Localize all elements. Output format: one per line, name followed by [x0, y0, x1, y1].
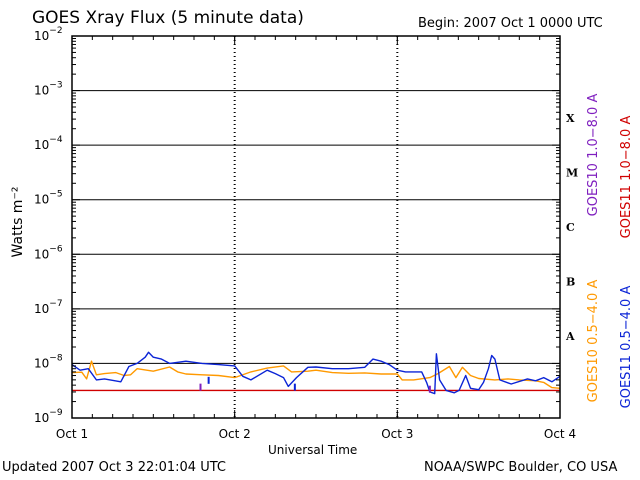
y-tick-base: 10: [34, 411, 49, 425]
legend-goes10-long: GOES10 1.0−8.0 A: [586, 94, 601, 217]
legend-goes10-short: GOES10 0.5−4.0 A: [586, 280, 601, 403]
y-tick-label: 10−2: [34, 26, 63, 43]
x-tick-label: Oct 3: [381, 427, 413, 441]
x-tick-label: Oct 2: [219, 427, 251, 441]
grid-lines: [72, 36, 560, 418]
flare-class-b: B: [566, 276, 575, 289]
y-tick-exponent: −5: [49, 190, 62, 200]
chart-title: GOES Xray Flux (5 minute data): [32, 8, 304, 28]
y-tick-base: 10: [34, 138, 49, 152]
credit-label: NOAA/SWPC Boulder, CO USA: [424, 460, 618, 475]
y-tick-exponent: −2: [49, 26, 62, 36]
y-tick-label: 10−8: [34, 353, 63, 370]
x-tick-labels: Oct 1 Oct 2 Oct 3 Oct 4: [56, 427, 576, 441]
legend-goes11-long: GOES11 1.0−8.0 A: [619, 116, 634, 239]
data-marker-2: [199, 383, 202, 391]
y-tick-base: 10: [34, 302, 49, 316]
plot-frame: [71, 35, 561, 419]
updated-timestamp: Updated 2007 Oct 3 22:01:04 UTC: [2, 460, 226, 475]
data-marker-1: [293, 383, 296, 391]
y-tick-exponent: −4: [49, 135, 63, 145]
flare-class-a: A: [565, 330, 575, 343]
series-lines: [71, 351, 561, 395]
legend: GOES10 1.0−8.0 A GOES11 1.0−8.0 A GOES10…: [586, 94, 634, 409]
y-axis-label-main: Watts m⁻²: [10, 187, 26, 258]
y-tick-exponent: −8: [49, 353, 63, 363]
data-markers: [199, 376, 431, 393]
series-line-3: [71, 351, 561, 395]
y-tick-exponent: −7: [49, 299, 62, 309]
y-tick-exponent: −9: [49, 408, 63, 418]
y-tick-label: 10−4: [34, 135, 63, 152]
series-line-2: [71, 360, 561, 389]
data-marker-3: [428, 385, 431, 393]
flare-class-c: C: [566, 221, 575, 234]
y-axis-label: Watts m⁻²: [10, 187, 26, 258]
y-tick-labels: 10−210−310−410−510−610−710−810−9: [34, 26, 63, 425]
flare-class-labels: X M C B A: [565, 112, 578, 343]
data-marker-0: [207, 376, 210, 384]
y-tick-base: 10: [34, 29, 49, 43]
y-tick-base: 10: [34, 84, 49, 98]
flare-class-x: X: [566, 112, 575, 125]
begin-time-label: Begin: 2007 Oct 1 0000 UTC: [418, 16, 603, 31]
y-tick-base: 10: [34, 193, 49, 207]
flare-class-m: M: [566, 166, 578, 179]
y-tick-base: 10: [34, 356, 49, 370]
y-tick-base: 10: [34, 247, 49, 261]
legend-goes11-short: GOES11 0.5−4.0 A: [619, 286, 634, 409]
axes: [71, 35, 561, 419]
x-tick-label: Oct 4: [544, 427, 576, 441]
x-axis-label: Universal Time: [268, 443, 358, 457]
y-tick-exponent: −3: [49, 81, 62, 91]
y-tick-label: 10−9: [34, 408, 63, 425]
y-tick-label: 10−7: [34, 299, 63, 316]
x-tick-label: Oct 1: [56, 427, 88, 441]
y-tick-label: 10−3: [34, 81, 63, 98]
y-tick-label: 10−5: [34, 190, 63, 207]
y-tick-exponent: −6: [49, 244, 63, 254]
y-tick-label: 10−6: [34, 244, 63, 261]
